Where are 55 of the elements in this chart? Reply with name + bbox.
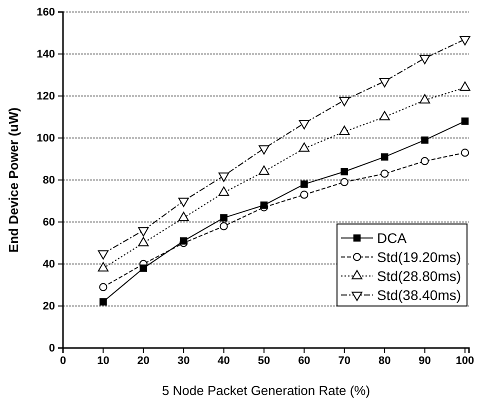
x-tick-label: 40	[218, 354, 230, 367]
legend-label: Std(28.80ms)	[377, 268, 462, 284]
point	[380, 170, 389, 178]
point	[460, 36, 470, 46]
point	[178, 212, 189, 222]
point	[260, 202, 268, 209]
point	[99, 283, 108, 292]
point	[258, 145, 270, 155]
point	[379, 78, 390, 88]
y-tick-label: 20	[42, 300, 55, 313]
legend-label: DCA	[377, 230, 408, 246]
point	[421, 136, 428, 144]
point	[98, 262, 109, 272]
x-tick-label: 70	[338, 354, 351, 367]
legend-label: Std(38.40ms)	[377, 287, 462, 303]
point	[340, 178, 348, 186]
point	[178, 198, 189, 208]
x-tick-label: 30	[177, 354, 190, 367]
x-axis-title: 5 Node Packet Generation Rate (%)	[162, 383, 370, 398]
point	[340, 168, 348, 176]
point	[138, 227, 149, 236]
x-tick-label: 80	[378, 354, 391, 367]
point	[218, 172, 230, 182]
point	[339, 96, 350, 106]
x-tick-label: 100	[456, 354, 474, 367]
y-tick-label: 80	[42, 174, 55, 187]
y-tick-label: 0	[48, 342, 55, 355]
point	[420, 157, 429, 166]
point	[298, 120, 310, 130]
point	[138, 236, 149, 246]
x-tick-label: 20	[137, 354, 150, 367]
point	[461, 118, 469, 125]
x-tick-label: 10	[97, 354, 110, 367]
point	[380, 153, 388, 161]
x-tick-label: 0	[60, 354, 66, 367]
point	[180, 237, 188, 245]
point	[220, 222, 228, 230]
y-tick-label: 120	[36, 90, 55, 103]
y-tick-label: 40	[42, 258, 55, 271]
legend-label: Std(19.20ms)	[377, 249, 462, 265]
point	[140, 264, 148, 272]
y-tick-label: 100	[36, 132, 55, 145]
y-tick-label: 140	[36, 48, 55, 61]
point	[460, 148, 470, 157]
point	[419, 54, 430, 64]
x-tick-label: 60	[298, 354, 310, 367]
y-tick-label: 60	[42, 216, 55, 229]
x-tick-label: 90	[418, 354, 431, 367]
point	[100, 298, 107, 306]
point	[300, 180, 308, 188]
y-axis-title: End Device Power (uW)	[6, 107, 21, 253]
y-tick-label: 160	[36, 6, 55, 19]
point	[220, 214, 228, 222]
point	[300, 190, 308, 199]
x-tick-label: 50	[258, 354, 270, 367]
